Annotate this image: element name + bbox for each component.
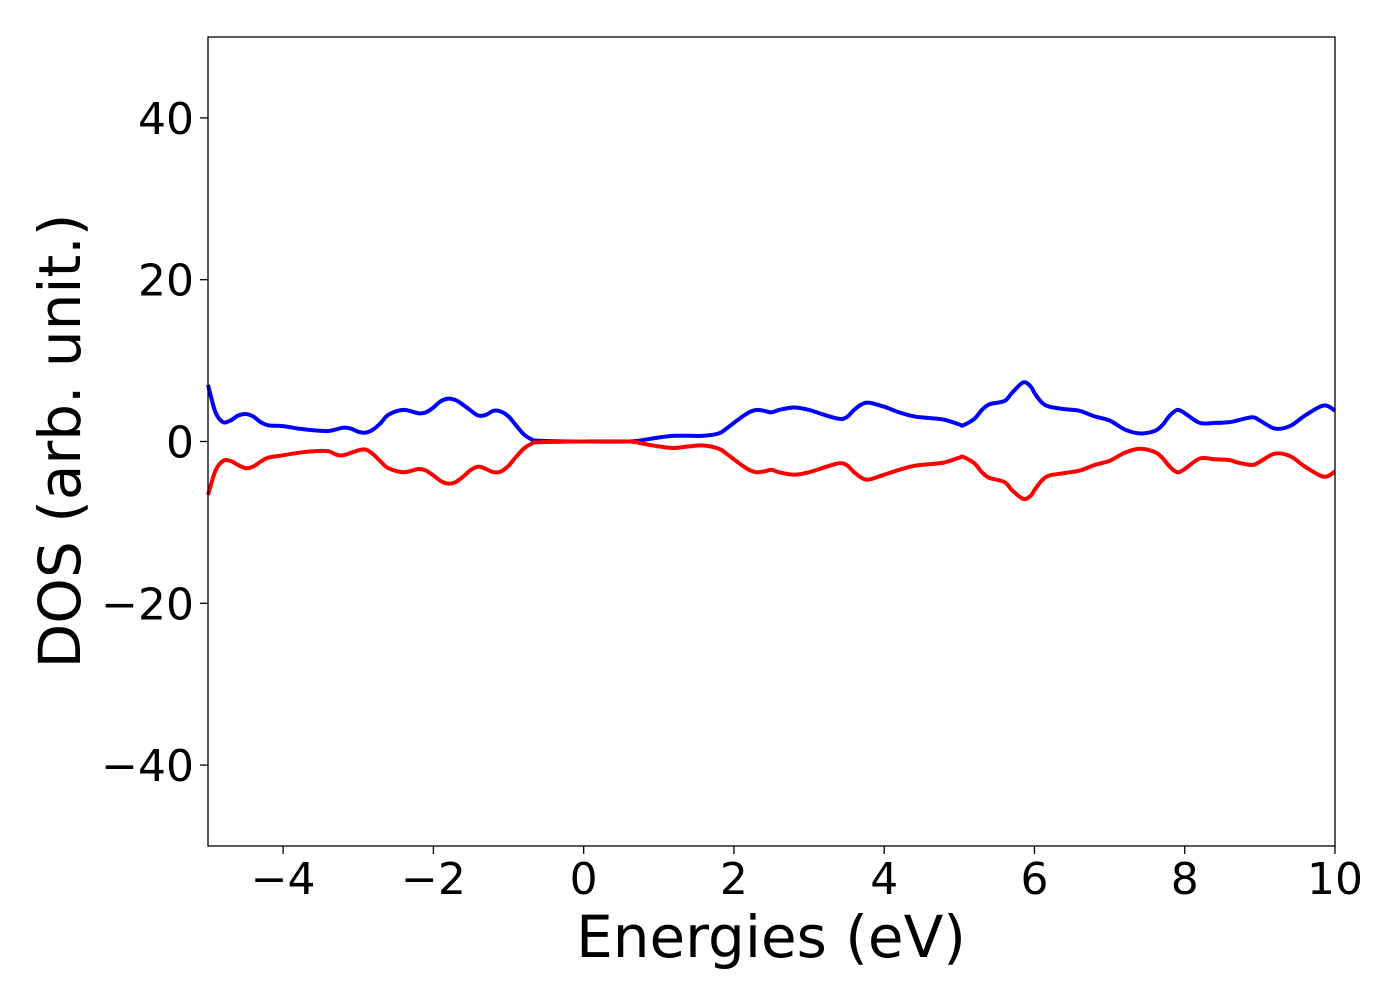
x-tick-label: 6 (1020, 854, 1048, 905)
x-axis-title: Energies (eV) (576, 903, 966, 971)
series-line-1 (206, 380, 1337, 444)
y-tick-label: 40 (138, 94, 194, 145)
x-tick-label: −4 (251, 854, 316, 905)
y-tick-label: −40 (101, 741, 194, 792)
x-tick-label: −2 (401, 854, 466, 905)
series-layer (206, 380, 1337, 502)
x-axis-ticks: −4 −2 0 2 4 6 8 10 (251, 846, 1363, 905)
y-tick-label: 20 (138, 256, 194, 307)
x-tick-label: 4 (870, 854, 898, 905)
x-tick-label: 8 (1171, 854, 1199, 905)
x-tick-label: 2 (720, 854, 748, 905)
x-tick-label: 10 (1307, 854, 1363, 905)
y-tick-label: 0 (166, 418, 194, 469)
x-tick-label: 0 (570, 854, 598, 905)
y-axis-title: DOS (arb. unit.) (26, 214, 94, 669)
plot-frame (207, 36, 1336, 847)
y-axis-ticks: −40 −20 0 20 40 (101, 94, 208, 792)
series-line-2 (206, 439, 1337, 502)
y-tick-label: −20 (101, 579, 194, 630)
